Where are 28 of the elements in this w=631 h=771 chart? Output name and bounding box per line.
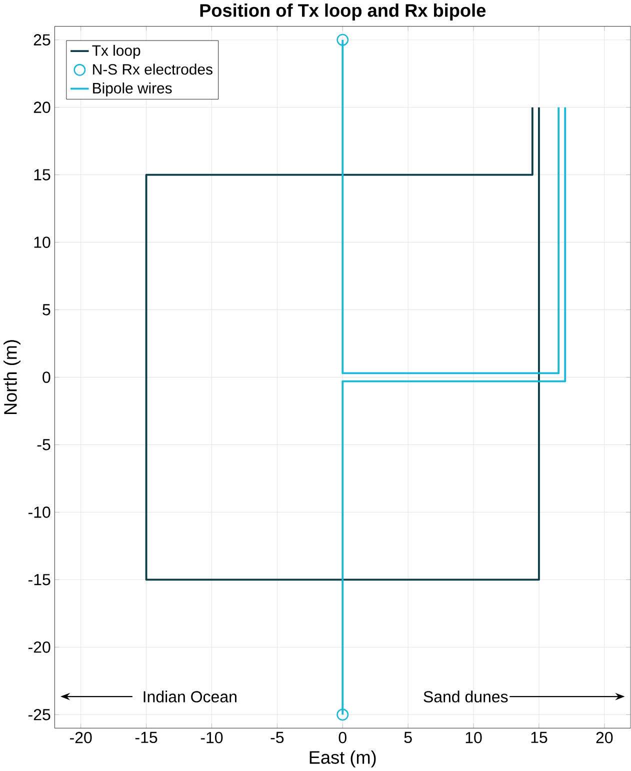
y-tick-label: 5 [42,304,50,316]
y-tick-label: -25 [28,708,50,720]
x-tick-label: -5 [270,732,284,744]
legend-label: N-S Rx electrodes [93,64,213,75]
y-tick-label: -15 [28,574,50,586]
chart-title: Position of Tx loop and Rx bipole [200,4,486,20]
y-tick-label: 25 [34,34,50,46]
y-tick-label: 0 [42,372,50,383]
legend-label: Tx loop [92,44,140,59]
y-tick-label: -10 [28,506,50,518]
annotation: Indian Ocean [144,690,237,702]
x-axis-title: East (m) [310,750,376,768]
y-axis-title: North (m) [4,340,21,414]
x-tick-label: -20 [70,732,92,744]
legend-label: Bipole wires [93,82,172,96]
y-tick-label: -5 [37,439,50,450]
x-tick-label: -15 [136,732,158,744]
x-tick-label: 15 [531,732,548,744]
x-tick-label: -10 [200,732,223,744]
x-tick-label: 0 [338,732,347,744]
x-tick-label: 10 [466,732,482,744]
y-tick-label: -20 [28,641,50,653]
annotation: Sand dunes [424,690,508,702]
y-tick-label: 10 [34,236,50,248]
x-tick-label: 5 [404,732,412,744]
y-tick-label: 15 [34,169,50,180]
y-tick-label: 20 [34,102,50,113]
x-tick-label: 20 [596,732,613,744]
